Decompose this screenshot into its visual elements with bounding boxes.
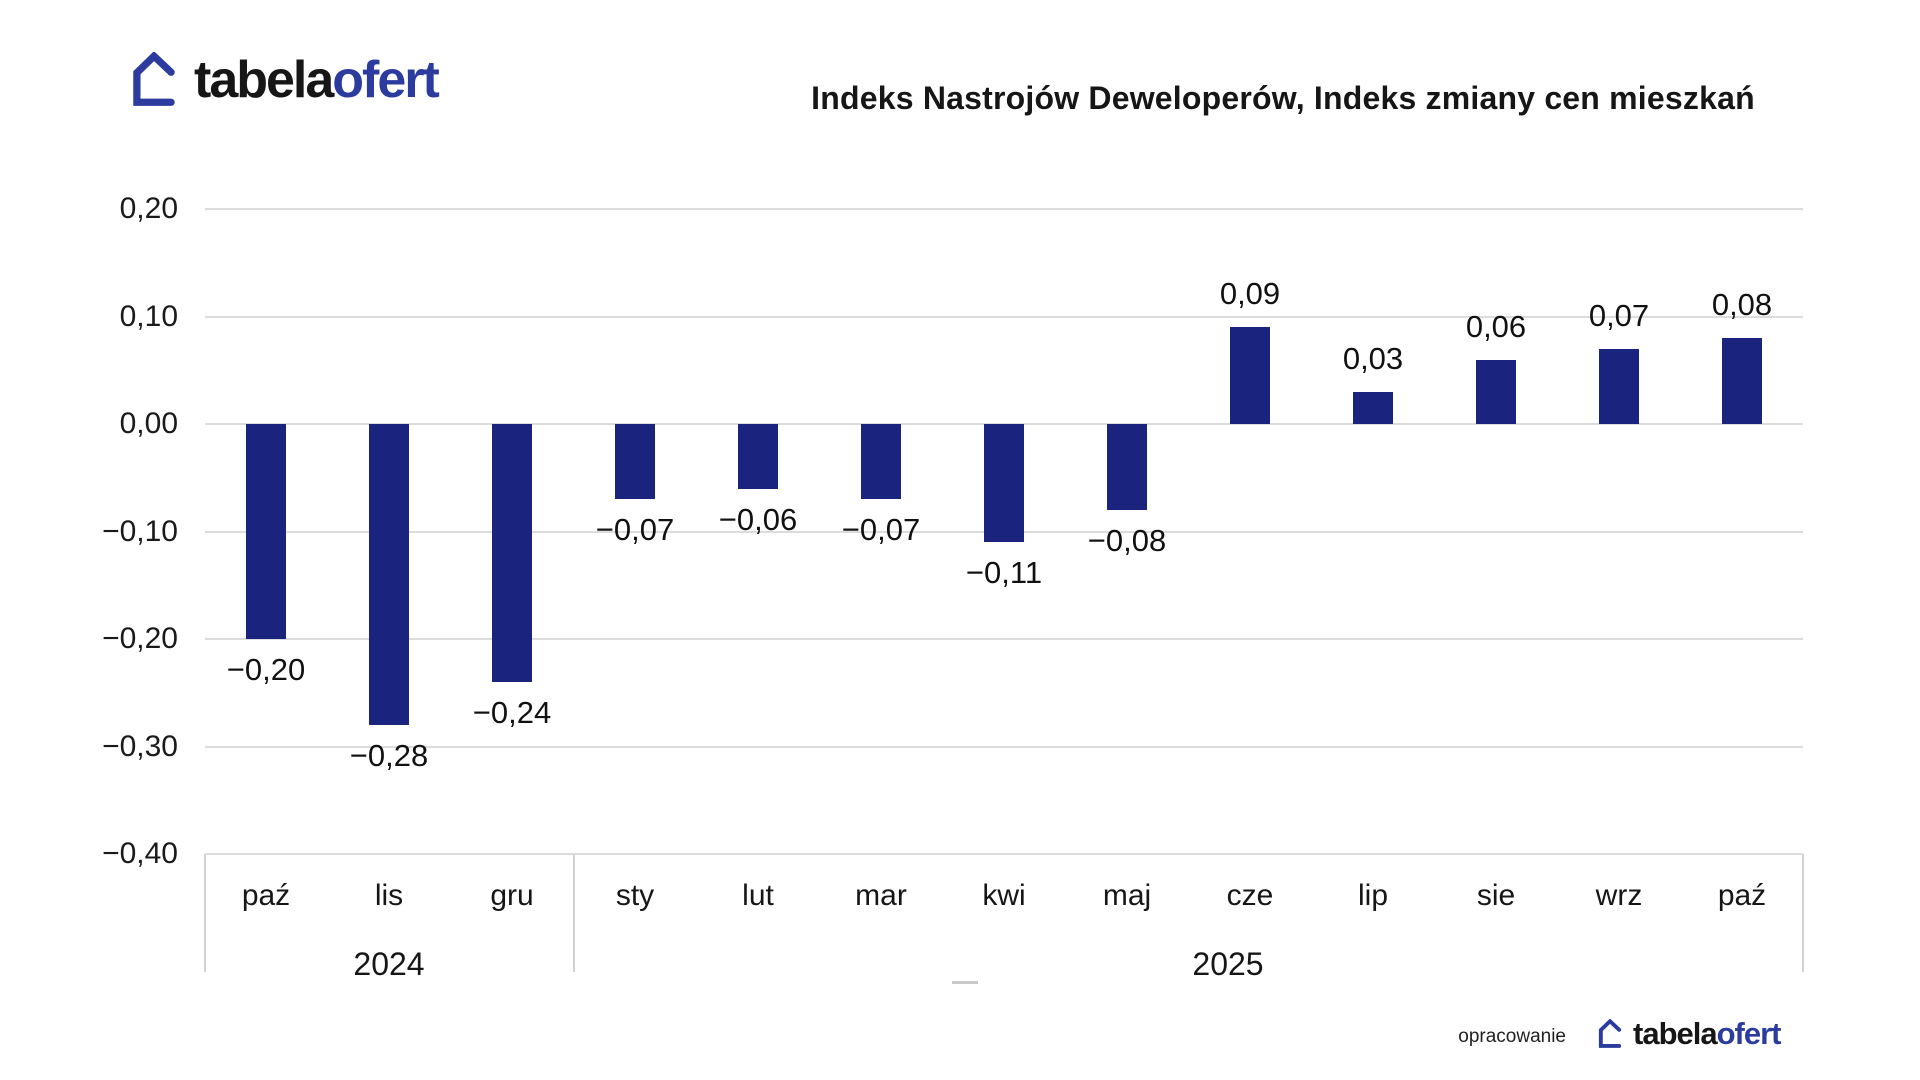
bar-value-label: −0,20 bbox=[226, 652, 306, 687]
footer-logo-text-black: tabela bbox=[1633, 1016, 1718, 1051]
chart-bar bbox=[369, 424, 409, 725]
chart-bar bbox=[861, 424, 901, 500]
gridline bbox=[205, 208, 1803, 210]
month-label: paź bbox=[1717, 879, 1767, 912]
y-tick-label: −0,20 bbox=[102, 622, 178, 655]
month-label: lut bbox=[742, 879, 774, 912]
month-label: gru bbox=[490, 879, 534, 912]
logo-text-blue: ofert bbox=[332, 51, 440, 109]
axis-box-border bbox=[572, 854, 575, 972]
axis-box-border bbox=[204, 854, 206, 972]
bar-value-label: −0,24 bbox=[472, 695, 552, 730]
bar-value-label: 0,09 bbox=[1219, 276, 1281, 312]
gridline bbox=[205, 638, 1803, 640]
bar-value-label: −0,07 bbox=[595, 512, 675, 548]
house-icon bbox=[1596, 1018, 1624, 1049]
gridline bbox=[205, 853, 1803, 855]
chart-bar bbox=[1722, 338, 1762, 424]
y-tick-label: 0,10 bbox=[119, 299, 178, 333]
credit-label: opracowanie bbox=[1458, 1026, 1566, 1047]
month-label: cze bbox=[1226, 879, 1274, 912]
year-label: 2025 bbox=[1192, 946, 1264, 982]
bar-value-label: 0,07 bbox=[1588, 297, 1650, 333]
y-tick-label: 0,20 bbox=[119, 192, 178, 225]
chart-bar bbox=[615, 424, 655, 500]
logo-text-black: tabela bbox=[194, 51, 334, 109]
footer-logo: tabelaofert bbox=[1596, 1018, 1781, 1049]
year-label: 2024 bbox=[353, 946, 425, 982]
chart-bar bbox=[1476, 359, 1516, 424]
y-tick-label: −0,30 bbox=[102, 729, 178, 763]
month-label: kwi bbox=[982, 879, 1026, 912]
chart-title: Indeks Nastrojów Deweloperów, Indeks zmi… bbox=[811, 80, 1755, 116]
month-label: sie bbox=[1476, 879, 1516, 912]
y-tick-label: −0,10 bbox=[102, 514, 178, 548]
month-label: lip bbox=[1357, 879, 1388, 912]
bar-value-label: −0,07 bbox=[841, 512, 921, 548]
chart-bar bbox=[738, 424, 778, 489]
bar-value-label: 0,08 bbox=[1711, 287, 1773, 322]
chart-bar bbox=[492, 424, 532, 682]
chart-bar bbox=[1353, 391, 1393, 424]
y-tick-label: 0,00 bbox=[119, 407, 178, 440]
house-icon bbox=[128, 52, 180, 108]
chart-bar bbox=[1107, 424, 1147, 510]
bar-value-label: −0,08 bbox=[1087, 523, 1167, 558]
bar-value-label: 0,03 bbox=[1342, 340, 1404, 376]
bar-value-label: 0,06 bbox=[1465, 308, 1527, 344]
gridline bbox=[205, 315, 1803, 318]
chart-bar bbox=[246, 424, 286, 639]
footer-logo-text-blue: ofert bbox=[1716, 1016, 1782, 1051]
month-label: lis bbox=[374, 879, 404, 912]
y-tick-label: −0,40 bbox=[102, 837, 178, 870]
month-label: wrz bbox=[1595, 879, 1643, 912]
chart-bar bbox=[984, 424, 1024, 543]
bar-value-label: −0,11 bbox=[965, 555, 1043, 591]
footer-logo-wordmark: tabelaofert bbox=[1633, 1018, 1781, 1049]
header-logo: tabelaofert bbox=[128, 51, 440, 109]
chart-bar bbox=[1230, 327, 1270, 424]
bar-value-label: −0,28 bbox=[349, 738, 429, 773]
month-label: mar bbox=[855, 879, 907, 912]
chart-bar bbox=[1599, 348, 1639, 424]
bar-value-label: −0,06 bbox=[718, 501, 798, 537]
logo-wordmark: tabelaofert bbox=[194, 51, 440, 109]
month-label: paź bbox=[241, 879, 291, 912]
month-label: sty bbox=[615, 879, 655, 912]
month-label: maj bbox=[1102, 879, 1152, 912]
gridline bbox=[205, 745, 1803, 748]
decorative-dash bbox=[952, 981, 978, 984]
axis-box-border bbox=[1802, 854, 1804, 972]
